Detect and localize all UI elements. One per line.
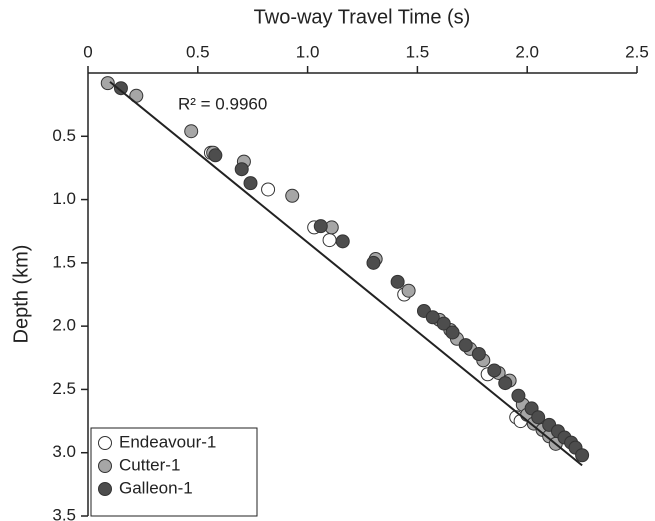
data-point [436,316,451,331]
legend-label: Cutter-1 [119,455,180,474]
r-squared-annotation: R² = 0.9960 [178,94,267,113]
data-point [531,410,546,425]
y-tick-label: 0.5 [52,126,76,145]
data-point [313,219,328,234]
x-tick-label: 2.5 [625,42,649,61]
legend-marker [98,459,112,473]
data-point [575,448,590,463]
data-point [458,338,473,353]
data-point [243,176,258,191]
data-point [100,76,115,91]
x-axis-title: Two-way Travel Time (s) [254,6,471,28]
legend-label: Endeavour-1 [119,432,216,451]
data-point [184,124,199,139]
data-point [511,388,526,403]
x-tick-label: 0.5 [186,42,210,61]
data-point [208,148,223,163]
fit-line [109,81,583,467]
data-point [498,376,513,391]
x-tick-label: 1.0 [296,42,320,61]
data-point [261,182,276,197]
data-point [322,233,337,248]
legend: Endeavour-1 Cutter-1 Galleon-1 [90,427,258,517]
y-tick-label: 3.5 [52,505,76,521]
legend-marker [98,436,112,450]
y-tick-label: 2.5 [52,379,76,398]
data-point [401,283,416,298]
data-point [285,188,300,203]
legend-marker [98,482,112,496]
legend-box [90,427,258,517]
data-point [113,81,128,96]
data-point [390,274,405,289]
x-tick-label: 2.0 [515,42,539,61]
y-tick-label: 2.0 [52,316,76,335]
data-point [425,310,440,325]
data-point [471,346,486,361]
data-point [335,234,350,249]
y-tick-label: 1.5 [52,252,76,271]
x-tick-label: 0 [83,42,92,61]
data-point [445,325,460,340]
y-tick-label: 1.0 [52,189,76,208]
data-point [234,162,249,177]
y-axis-title: Depth (km) [10,245,32,344]
legend-label: Galleon-1 [119,478,193,497]
y-tick-label: 3.0 [52,442,76,461]
x-tick-label: 1.5 [406,42,430,61]
data-point [366,255,381,270]
data-point [487,363,502,378]
